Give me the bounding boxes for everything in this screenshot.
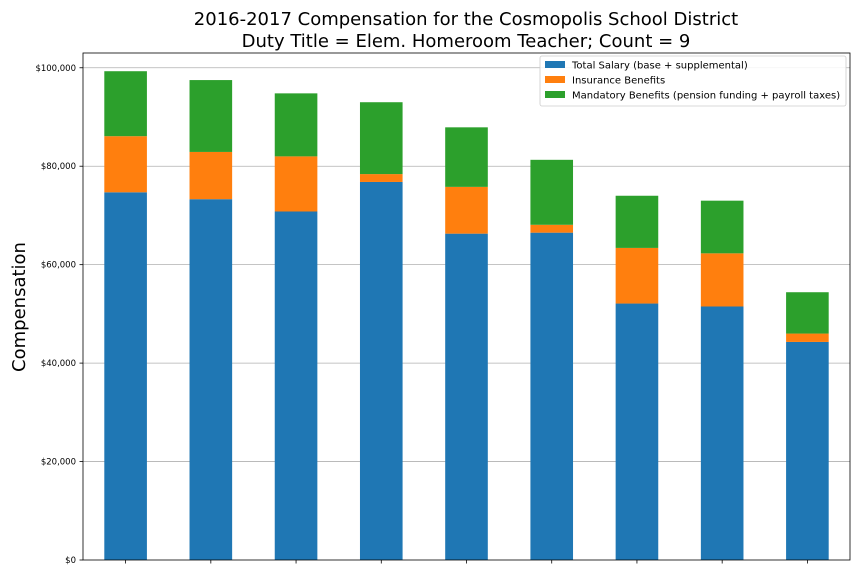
legend-swatch <box>545 61 565 68</box>
legend-label: Mandatory Benefits (pension funding + pa… <box>572 91 840 102</box>
chart-title-line-2: Duty Title = Elem. Homeroom Teacher; Cou… <box>242 31 691 52</box>
bar-segment <box>786 333 829 342</box>
y-tick-label: $60,000 <box>41 261 76 271</box>
bar-segment <box>786 292 829 334</box>
legend-swatch <box>545 91 565 98</box>
bar-segment <box>274 93 318 157</box>
bar-segment <box>359 181 403 561</box>
bar-segment <box>104 192 147 560</box>
bar-segment <box>189 80 233 152</box>
legend-swatch <box>545 76 565 83</box>
bar-segment <box>615 247 659 304</box>
bar-segment <box>445 127 488 187</box>
chart-title-line-1: 2016-2017 Compensation for the Cosmopoli… <box>194 9 738 30</box>
y-tick-label: $40,000 <box>41 359 76 369</box>
bar-segment <box>274 211 318 560</box>
bar-segment <box>530 232 574 561</box>
bar-segment <box>104 71 147 137</box>
bar-segment <box>274 156 318 212</box>
y-tick-label: $100,000 <box>35 64 76 74</box>
legend-label: Insurance Benefits <box>572 76 665 87</box>
bar-segment <box>615 303 659 560</box>
bar-segment <box>359 174 403 182</box>
bar-segment <box>615 195 659 248</box>
y-tick-label: $20,000 <box>41 458 76 468</box>
tick-labels: $0 $20,000 $40,000 $60,000 $80,000 $100,000 <box>35 64 808 566</box>
legend-label: Total Salary (base + supplemental) <box>571 61 748 72</box>
bar-segment <box>700 306 744 560</box>
bar-segment <box>104 136 147 193</box>
bar-segment <box>786 341 829 560</box>
y-tick-label: $0 <box>65 556 76 566</box>
y-axis-label: Compensation <box>9 242 30 372</box>
bar-segment <box>530 224 574 233</box>
legend: Total Salary (base + supplemental) Insura… <box>539 55 847 107</box>
bar-segment <box>530 159 574 225</box>
y-tick-label: $80,000 <box>41 162 76 172</box>
bar-segment <box>445 233 488 560</box>
legend-box <box>539 55 847 107</box>
bar-segment <box>700 200 744 254</box>
bar-segment <box>700 253 744 307</box>
bar-segment <box>359 102 403 175</box>
bars <box>104 71 829 561</box>
bar-segment <box>189 151 233 200</box>
bar-segment <box>445 186 488 234</box>
bar-segment <box>189 199 233 560</box>
